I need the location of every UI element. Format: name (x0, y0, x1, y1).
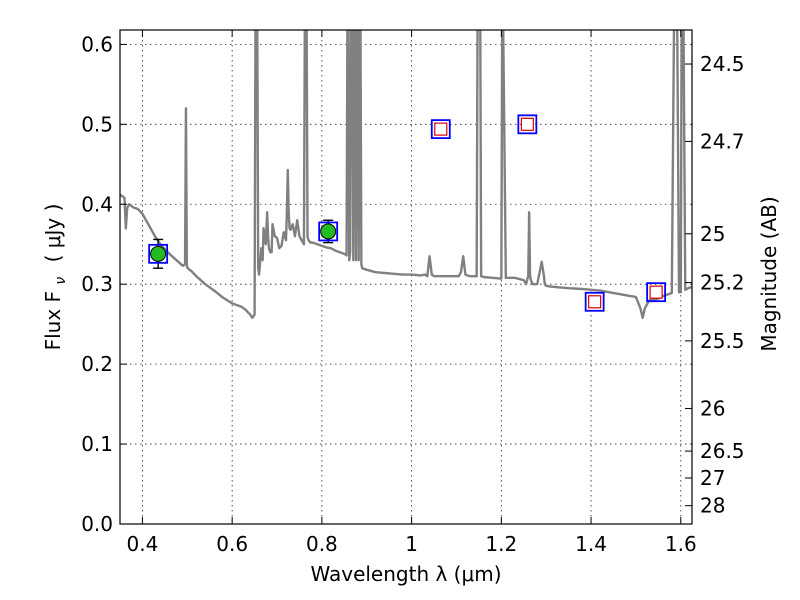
y2-tick-label: 25.2 (700, 271, 745, 295)
model-photometry-marker (584, 291, 605, 312)
x-tick-label: 1.6 (665, 532, 697, 556)
upper-limit-marker (649, 285, 663, 299)
axis-ticks: 0.4 0.6 0.8 1 1.2 1.4 1.6 0.0 0.1 0.2 0.3 0.4 0.5 0.6… (81, 30, 745, 556)
x-tick-label: 0.8 (306, 532, 338, 556)
y2-tick-label: 24.7 (700, 129, 745, 153)
y2-tick-label: 25.5 (700, 329, 745, 353)
grid (120, 30, 692, 525)
y-tick-label: 0.2 (81, 352, 113, 376)
x-tick-label: 1.4 (575, 532, 607, 556)
model-photometry-marker (148, 243, 169, 264)
y-axis-title: Flux F ν ( μJy ) (41, 204, 70, 351)
model-photometry-marker (517, 114, 538, 135)
upper-limit-marker (434, 122, 448, 136)
y-tick-label: 0.1 (81, 432, 113, 456)
y-tick-label: 0.5 (81, 112, 113, 136)
y-axis-title-sub: ν (53, 277, 69, 285)
y2-axis-title: Magnitude (AB) (757, 196, 781, 351)
y2-tick-label: 26.5 (700, 439, 745, 463)
y-tick-label: 0.3 (81, 272, 113, 296)
model-spectrum-line (120, 30, 692, 319)
plot-frame (119, 29, 693, 525)
y2-tick-label: 25 (700, 222, 725, 246)
x-tick-label: 1.2 (485, 532, 517, 556)
upper-limit-marker (588, 295, 602, 309)
upper-limit-marker (520, 117, 534, 131)
observed-point (150, 245, 167, 262)
y-tick-label: 0.0 (81, 512, 113, 536)
x-axis-title: Wavelength λ (μm) (310, 562, 501, 586)
photometry-markers (148, 114, 667, 312)
model-photometry-marker (318, 221, 339, 242)
y2-tick-label: 28 (700, 494, 725, 518)
y-tick-label: 0.6 (81, 32, 113, 56)
y-tick-label: 0.4 (81, 192, 113, 216)
model-photometry-marker (646, 282, 667, 303)
y2-tick-label: 27 (700, 466, 725, 490)
y2-tick-label: 26 (700, 396, 725, 420)
observed-point (320, 223, 337, 240)
x-tick-label: 0.4 (127, 532, 159, 556)
x-tick-label: 0.6 (216, 532, 248, 556)
model-photometry-marker (430, 119, 451, 140)
y-axis-title-main: Flux F (41, 291, 65, 350)
y2-tick-label: 24.5 (700, 52, 745, 76)
x-tick-label: 1 (405, 532, 418, 556)
y-axis-title-units: ( μJy ) (41, 204, 65, 263)
